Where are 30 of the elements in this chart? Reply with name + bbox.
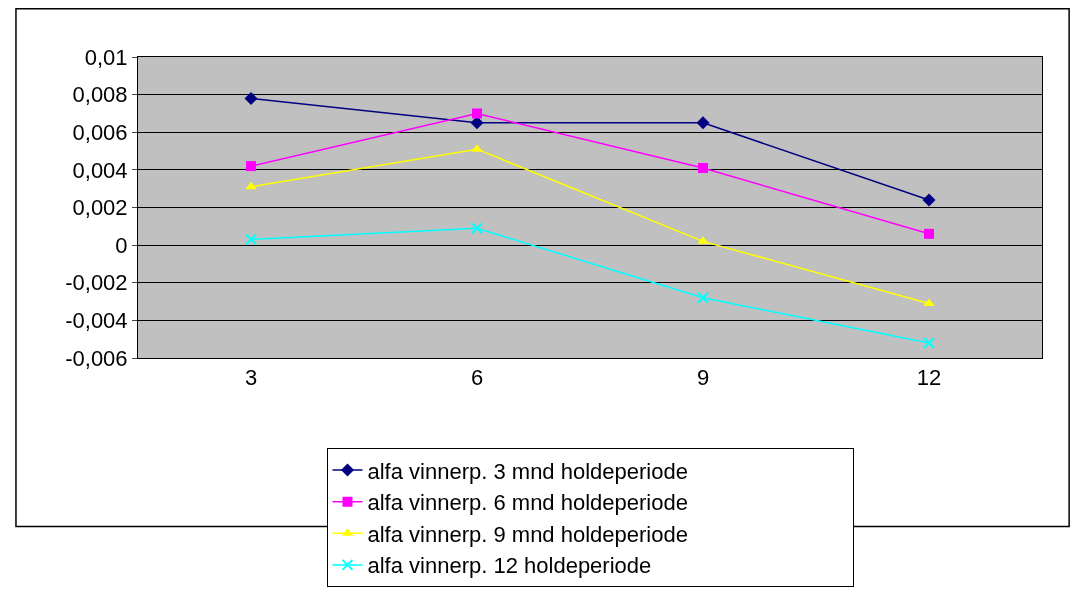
y-tick-label: -0,006 bbox=[65, 345, 128, 371]
point bbox=[922, 193, 936, 207]
point bbox=[245, 181, 257, 190]
y-tick-label: 0,004 bbox=[72, 157, 128, 183]
y-tick-label: -0,002 bbox=[65, 270, 128, 296]
point bbox=[696, 116, 710, 130]
point bbox=[698, 162, 708, 173]
y-tick-label: 0,008 bbox=[72, 82, 128, 108]
point bbox=[244, 91, 258, 105]
x-tick-label: 6 bbox=[470, 365, 484, 391]
point bbox=[246, 161, 256, 172]
point bbox=[923, 336, 935, 349]
y-tick-label: 0 bbox=[115, 232, 128, 258]
legend-label: alfa vinnerp. 12 holdeperiode bbox=[367, 553, 652, 579]
legend-label: alfa vinnerp. 6 mnd holdeperiode bbox=[367, 490, 688, 516]
y-tick-label: 0,01 bbox=[84, 44, 128, 70]
point bbox=[697, 291, 709, 304]
point bbox=[471, 222, 483, 235]
y-tick-label: -0,004 bbox=[65, 308, 128, 334]
legend-label: alfa vinnerp. 9 mnd holdeperiode bbox=[367, 521, 688, 547]
x-tick-label: 12 bbox=[916, 365, 942, 391]
point bbox=[924, 228, 934, 239]
point bbox=[470, 116, 484, 130]
y-tick-label: 0,002 bbox=[72, 195, 128, 221]
point bbox=[472, 108, 482, 119]
x-tick-label: 3 bbox=[244, 365, 258, 391]
y-tick-label: 0,006 bbox=[72, 119, 128, 145]
point bbox=[245, 233, 257, 246]
legend-label: alfa vinnerp. 3 mnd holdeperiode bbox=[367, 458, 688, 484]
x-tick-label: 9 bbox=[696, 365, 710, 391]
